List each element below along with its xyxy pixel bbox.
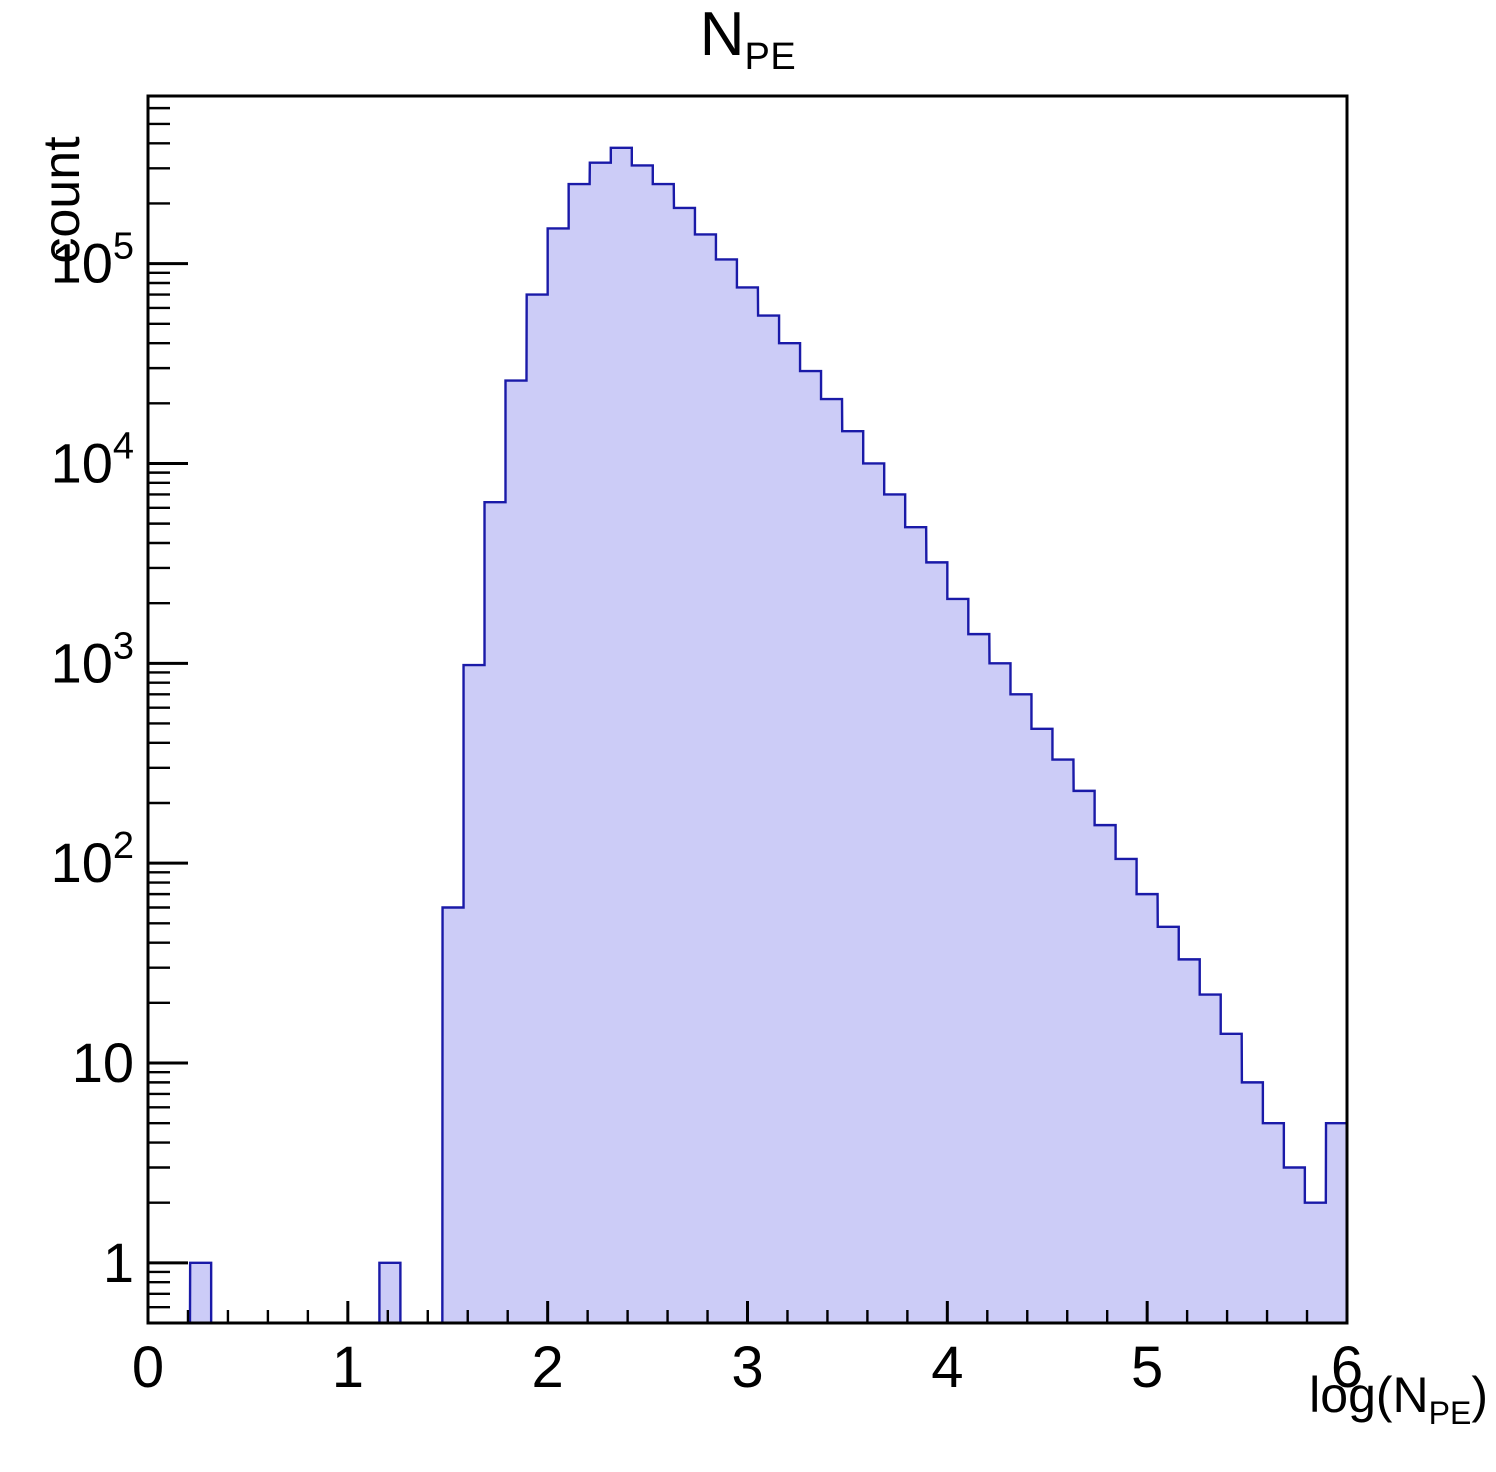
x-tick-label: 4 bbox=[931, 1335, 963, 1400]
y-tick-label: 103 bbox=[51, 625, 134, 694]
x-tick-label: 5 bbox=[1131, 1335, 1163, 1400]
y-axis-tick-labels: 1 10 102 103 104 105 bbox=[51, 226, 134, 1294]
x-axis-label-main: log(N bbox=[1309, 1367, 1429, 1423]
x-tick-label: 3 bbox=[731, 1335, 763, 1400]
title-subscript: PE bbox=[744, 36, 797, 78]
x-axis-label: log(NPE) bbox=[1309, 1366, 1488, 1431]
x-axis-ticks bbox=[146, 1301, 1349, 1323]
title-main: N bbox=[699, 0, 745, 69]
x-axis-label-tail: ) bbox=[1471, 1367, 1488, 1423]
x-tick-label: 2 bbox=[532, 1335, 564, 1400]
y-tick-label: 102 bbox=[51, 825, 134, 894]
y-tick-label: 104 bbox=[51, 425, 134, 494]
x-tick-label: 1 bbox=[332, 1335, 364, 1400]
y-tick-label: 1 bbox=[103, 1231, 134, 1294]
x-tick-label: 0 bbox=[132, 1335, 164, 1400]
y-tick-label: 10 bbox=[72, 1031, 134, 1094]
y-tick-label: 105 bbox=[51, 226, 134, 295]
x-tick-label: 6 bbox=[1331, 1335, 1363, 1400]
histogram-series bbox=[148, 146, 1349, 1325]
y-axis-ticks bbox=[148, 106, 188, 1325]
x-axis-tick-labels: 0 1 2 3 4 5 6 bbox=[132, 1335, 1363, 1400]
page-title: NPE bbox=[0, 4, 1496, 77]
x-axis-label-subscript: PE bbox=[1428, 1395, 1472, 1431]
